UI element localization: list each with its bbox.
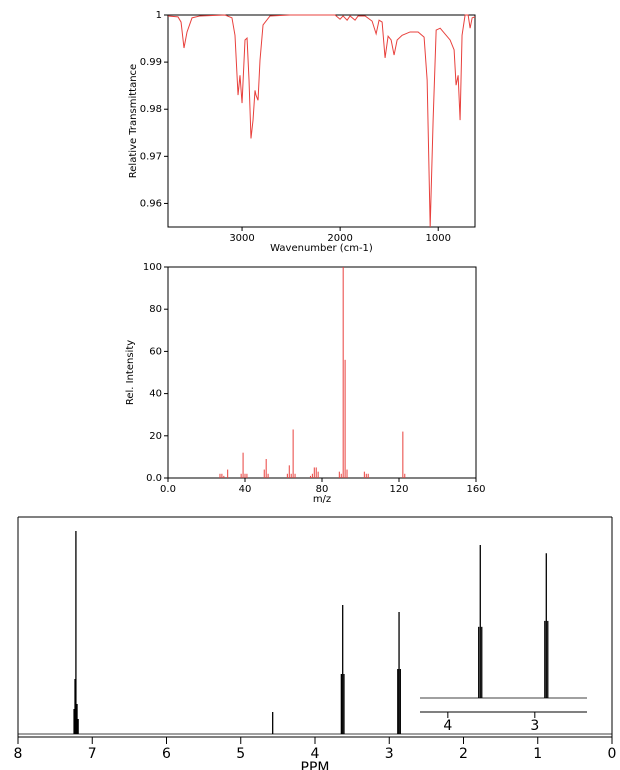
- y-tick-label: 60: [149, 346, 162, 357]
- x-axis-label: Wavenumber (cm-1): [270, 243, 373, 254]
- y-axis-label: Rel. Intensity: [125, 340, 136, 405]
- y-tick-label: 0.97: [140, 151, 162, 162]
- x-tick-label: 7: [88, 746, 97, 762]
- inset-tick-label: 3: [530, 718, 539, 734]
- x-tick-label: 120: [389, 484, 408, 495]
- y-axis-label: Relative Transmittance: [128, 64, 139, 178]
- x-tick-label: 2: [459, 746, 468, 762]
- y-tick-label: 0.96: [140, 198, 162, 209]
- spectrum-line: [167, 14, 476, 228]
- inset-tick-label: 4: [443, 718, 452, 734]
- y-tick-label: 0.99: [140, 57, 162, 68]
- x-axis-label: PPM: [301, 760, 330, 770]
- y-tick-label: 80: [149, 304, 162, 315]
- x-tick-label: 160: [466, 484, 485, 495]
- plot-frame: [167, 14, 476, 228]
- x-tick-label: 0.0: [160, 484, 176, 495]
- y-tick-label: 0.98: [140, 104, 162, 115]
- plot-frame: [167, 266, 477, 479]
- y-tick-label: 0.0: [146, 473, 162, 484]
- y-tick-label: 100: [143, 262, 162, 273]
- x-tick-label: 80: [316, 484, 329, 495]
- x-axis-label: m/z: [313, 494, 331, 505]
- y-tick-label: 40: [149, 389, 162, 400]
- x-tick-label: 3000: [229, 233, 254, 244]
- x-tick-label: 0: [608, 746, 617, 762]
- x-tick-label: 2000: [327, 233, 352, 244]
- y-tick-label: 20: [149, 431, 162, 442]
- x-tick-label: 1000: [425, 233, 450, 244]
- x-tick-label: 3: [385, 746, 394, 762]
- y-tick-label: 1: [156, 10, 162, 21]
- x-tick-label: 5: [236, 746, 245, 762]
- x-tick-label: 40: [239, 484, 252, 495]
- inset-background: [420, 540, 587, 712]
- x-tick-label: 6: [162, 746, 171, 762]
- x-tick-label: 1: [533, 746, 542, 762]
- x-tick-label: 4: [311, 746, 320, 762]
- x-tick-label: 8: [14, 746, 23, 762]
